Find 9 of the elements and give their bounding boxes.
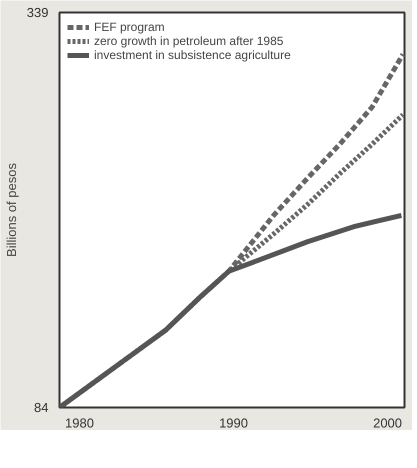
x-tick-label: 1980 (65, 416, 94, 430)
x-tick-label: 2000 (373, 416, 402, 430)
legend-label: FEF program (94, 20, 165, 34)
y-tick-label: 84 (34, 400, 49, 415)
legend-label: zero growth in petroleum after 1985 (94, 34, 284, 48)
legend-label: investment in subsistence agriculture (94, 48, 291, 62)
x-tick-label: 1990 (219, 416, 248, 430)
y-axis-title: Billions of pesos (4, 162, 19, 257)
y-tick-label: 339 (26, 5, 49, 20)
